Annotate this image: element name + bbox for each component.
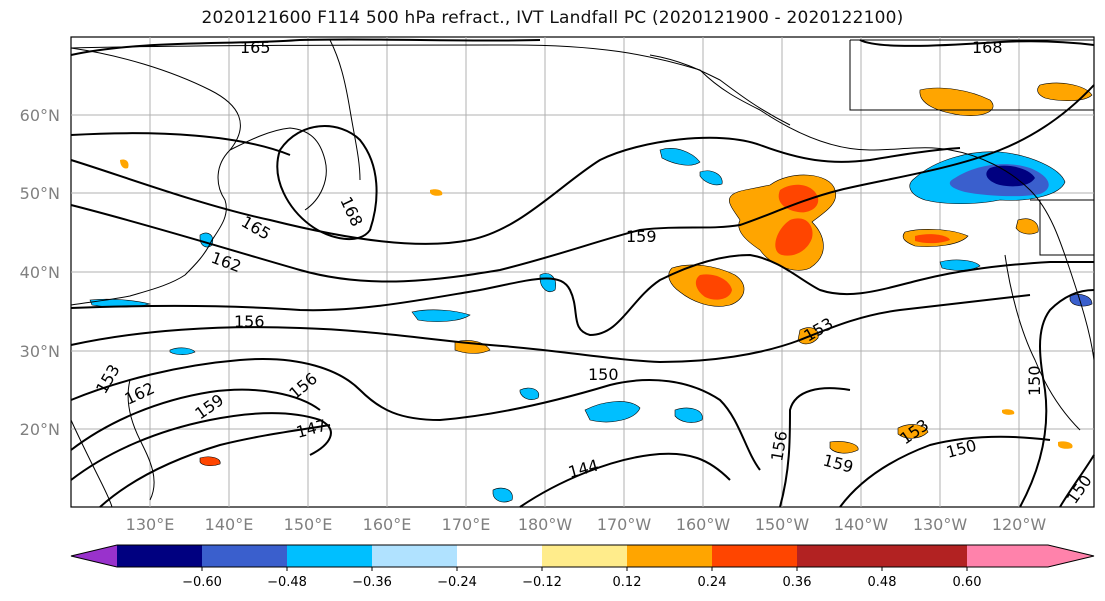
negative-anomaly-shading	[89, 148, 1093, 503]
contour-label: 150	[588, 365, 619, 384]
colorbar-tick-label: 0.60	[953, 575, 982, 590]
latitude-label: 20°N	[20, 420, 60, 439]
colorbar-segment	[287, 545, 372, 567]
longitude-label: 150°E	[284, 515, 333, 534]
colorbar-tick-label: 0.12	[613, 575, 642, 590]
colorbar-tick-label: 0.48	[868, 575, 897, 590]
colorbar-tick-label: −0.48	[267, 575, 307, 590]
longitude-label: 160°W	[676, 515, 731, 534]
latitude-axis: 60°N 50°N 40°N 30°N 20°N	[20, 106, 60, 439]
coastlines	[70, 39, 1095, 508]
latitude-label: 50°N	[20, 184, 60, 203]
colorbar: −0.60 −0.48 −0.36 −0.24 −0.12 0.12 0.24 …	[70, 544, 1095, 590]
contour-label: 150	[1025, 365, 1044, 396]
longitude-label: 130°W	[913, 515, 968, 534]
colorbar-segment	[882, 545, 967, 567]
colorbar-segment	[542, 545, 627, 567]
map-title: 2020121600 F114 500 hPa refract., IVT La…	[201, 8, 904, 28]
colorbar-segment	[712, 545, 797, 567]
longitude-label: 120°W	[992, 515, 1047, 534]
colorbar-outline	[70, 544, 1095, 568]
longitude-label: 160°E	[363, 515, 412, 534]
colorbar-segment	[627, 545, 712, 567]
height-contours	[70, 38, 1095, 508]
contour-label: 168	[972, 38, 1003, 57]
longitude-label: 130°E	[126, 515, 175, 534]
longitude-label: 140°E	[205, 515, 254, 534]
colorbar-tick-label: 0.36	[783, 575, 812, 590]
contour-label: 159	[626, 227, 657, 246]
colorbar-segment	[457, 545, 542, 567]
longitude-label: 170°W	[597, 515, 652, 534]
colorbar-segment	[117, 545, 202, 567]
colorbar-segment	[797, 545, 882, 567]
contour-label: 156	[234, 312, 265, 331]
colorbar-segment	[202, 545, 287, 567]
colorbar-tick-label: −0.12	[522, 575, 562, 590]
colorbar-segment	[372, 545, 457, 567]
longitude-label: 180°W	[518, 515, 573, 534]
latitude-label: 40°N	[20, 263, 60, 282]
colorbar-tick-label: −0.60	[182, 575, 222, 590]
longitude-label: 170°E	[442, 515, 491, 534]
latitude-label: 30°N	[20, 342, 60, 361]
colorbar-ticks	[201, 567, 968, 571]
longitude-label: 150°W	[755, 515, 810, 534]
colorbar-tick-label: −0.36	[352, 575, 392, 590]
longitude-label: 140°W	[834, 515, 889, 534]
colorbar-tick-label: 0.24	[698, 575, 727, 590]
colorbar-extend-low	[71, 545, 117, 567]
positive-anomaly-shading	[120, 82, 1093, 467]
colorbar-tick-label: −0.24	[437, 575, 477, 590]
contour-label: 165	[240, 38, 271, 57]
latitude-label: 60°N	[20, 106, 60, 125]
colorbar-extend-high	[967, 545, 1094, 567]
longitude-axis: 130°E 140°E 150°E 160°E 170°E 180°W 170°…	[126, 515, 1047, 534]
